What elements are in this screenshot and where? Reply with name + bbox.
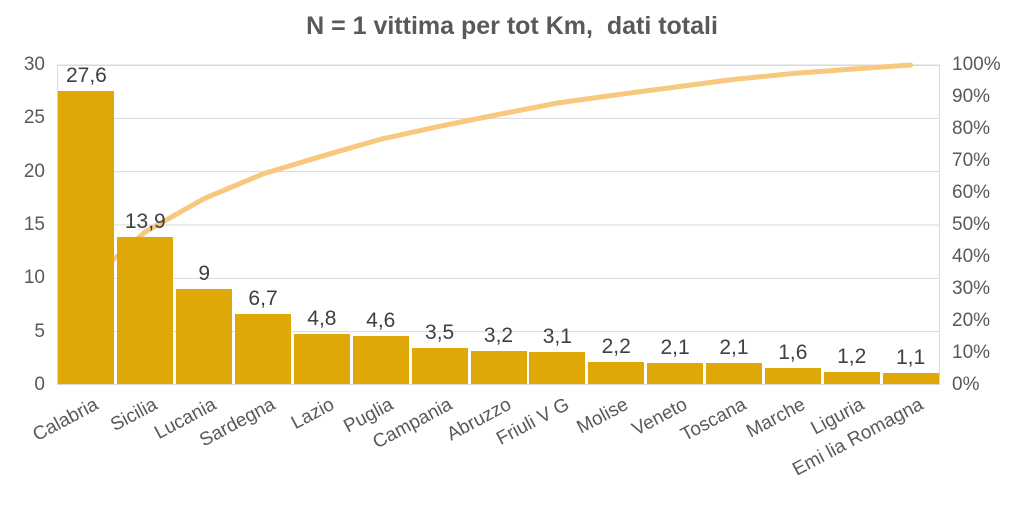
bar-lucania <box>176 289 233 384</box>
bar-emi-lia-romagna <box>882 373 939 384</box>
bar-value-label: 9 <box>198 262 210 285</box>
left-axis-tick: 5 <box>34 320 45 342</box>
bar-value-label: 3,5 <box>425 320 455 344</box>
bar-value-label: 2,2 <box>601 334 631 358</box>
bar-value-label: 3,2 <box>483 323 514 347</box>
bar-value-label: 13,9 <box>124 209 166 233</box>
bar-sicilia <box>117 236 174 384</box>
bar-value-label: 4,6 <box>366 308 396 332</box>
chart-title: N = 1 vittima per tot Km, dati totali <box>306 12 718 40</box>
right-axis-tick: 30% <box>952 278 991 299</box>
right-axis-tick: 90% <box>952 86 991 107</box>
bar-veneto <box>647 362 704 384</box>
bar-value-label: 27,6 <box>65 63 107 87</box>
bar-campania <box>411 347 468 384</box>
bar-toscana <box>705 362 762 384</box>
bar-value-label: 2,1 <box>660 335 690 359</box>
left-axis-tick: 20 <box>23 160 45 182</box>
left-axis-tick: 30 <box>23 54 45 75</box>
right-axis-tick: 40% <box>952 246 991 267</box>
bar-puglia <box>352 335 409 384</box>
bar-value-label: 4,8 <box>307 306 337 330</box>
right-axis-tick: 10% <box>952 342 991 363</box>
bar-sardegna <box>235 313 292 384</box>
bar-value-label: 1,2 <box>837 345 867 369</box>
right-axis-tick: 80% <box>952 118 991 139</box>
right-axis-tick: 60% <box>952 182 991 203</box>
left-axis-tick: 0 <box>34 374 45 395</box>
bar-marche <box>764 367 821 384</box>
bar-calabria <box>58 90 115 384</box>
left-axis-tick: 10 <box>23 267 45 289</box>
bar-value-label: 3,1 <box>542 324 572 348</box>
right-axis-tick: 0% <box>952 374 980 395</box>
left-axis-tick: 25 <box>23 107 45 129</box>
bar-liguria <box>823 372 880 384</box>
bar-value-label: 1,1 <box>895 346 926 370</box>
right-axis-tick: 50% <box>952 214 991 235</box>
bar-value-label: 6,7 <box>248 286 278 310</box>
right-axis-tick: 100% <box>952 54 1001 75</box>
right-axis-tick: 70% <box>952 150 991 171</box>
bar-lazio <box>293 333 350 384</box>
bar-abruzzo <box>470 350 527 384</box>
bar-value-label: 1,6 <box>778 340 808 364</box>
right-axis-tick: 20% <box>952 310 991 331</box>
bar-friuli-v-g <box>529 351 586 384</box>
left-axis-tick: 15 <box>23 214 45 235</box>
bar-molise <box>588 361 645 384</box>
bar-value-label: 2,1 <box>719 335 749 359</box>
